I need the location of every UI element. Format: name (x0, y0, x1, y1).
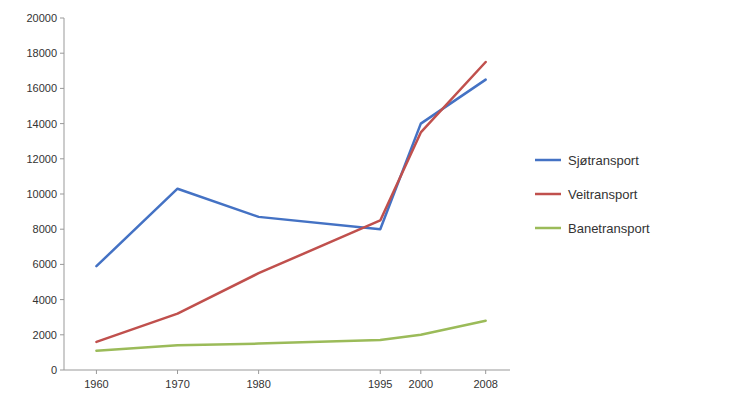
legend-label: Veitransport (568, 187, 638, 202)
y-tick-label: 4000 (33, 294, 57, 306)
y-tick-label: 6000 (33, 258, 57, 270)
x-tick-label: 2000 (409, 378, 433, 390)
chart-container: 0 2000 4000 6000 8000 10000 12000 14000 16000 180… (0, 0, 735, 404)
y-tick-label: 16000 (26, 82, 57, 94)
x-tick-label: 1970 (165, 378, 189, 390)
legend-swatch (535, 193, 561, 196)
y-tick (60, 370, 64, 371)
x-tick (177, 370, 178, 374)
y-tick (60, 264, 64, 265)
y-tick-label: 20000 (26, 12, 57, 24)
y-tick-label: 0 (51, 364, 57, 376)
legend-swatch (535, 227, 561, 230)
y-tick-label: 8000 (33, 223, 57, 235)
x-tick (96, 370, 97, 374)
y-tick-label: 18000 (26, 47, 57, 59)
legend-label: Banetransport (568, 221, 650, 236)
series-line (96, 80, 485, 267)
y-tick (60, 334, 64, 335)
y-tick (60, 53, 64, 54)
legend-label: Sjøtransport (568, 153, 639, 168)
x-tick-label: 1960 (84, 378, 108, 390)
y-tick-label: 14000 (26, 118, 57, 130)
legend: Sjøtransport Veitransport Banetransport (535, 153, 650, 236)
y-tick (60, 18, 64, 19)
x-axis-line (64, 370, 510, 371)
y-tick-label: 10000 (26, 188, 57, 200)
x-tick (485, 370, 486, 374)
y-tick-label: 12000 (26, 153, 57, 165)
plot-area (96, 62, 485, 351)
x-tick-label: 1980 (246, 378, 270, 390)
x-tick-label: 2008 (473, 378, 497, 390)
series-line (96, 62, 485, 342)
y-tick (60, 299, 64, 300)
y-tick (60, 158, 64, 159)
x-tick-label: 1995 (368, 378, 392, 390)
y-tick (60, 229, 64, 230)
legend-swatch (535, 159, 561, 162)
x-tick (380, 370, 381, 374)
y-tick (60, 194, 64, 195)
series-line (96, 321, 485, 351)
y-tick (60, 123, 64, 124)
y-tick-label: 2000 (33, 329, 57, 341)
chart: 0 2000 4000 6000 8000 10000 12000 14000 16000 180… (0, 0, 735, 404)
y-tick (60, 88, 64, 89)
x-tick (258, 370, 259, 374)
x-tick (420, 370, 421, 374)
